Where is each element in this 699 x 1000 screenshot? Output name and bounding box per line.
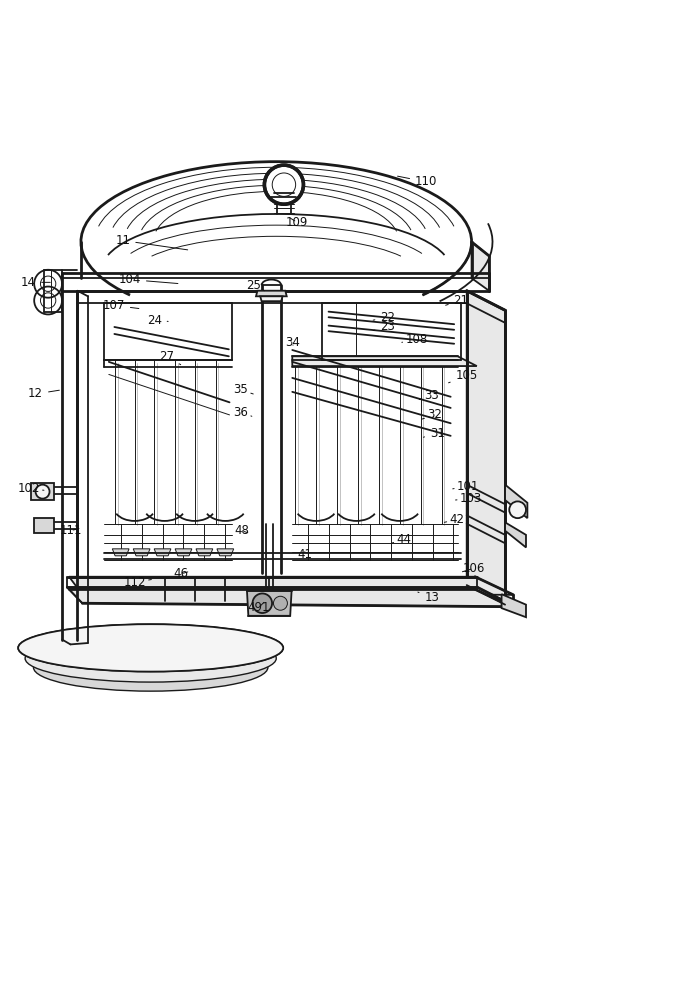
Text: 35: 35 [233,383,253,396]
Polygon shape [256,291,287,296]
Text: 27: 27 [159,350,180,365]
Text: 12: 12 [28,387,59,400]
Text: 31: 31 [424,427,445,440]
Text: 106: 106 [462,562,485,575]
Polygon shape [505,522,526,547]
Text: 22: 22 [373,311,396,324]
Ellipse shape [25,635,276,682]
Text: 107: 107 [103,299,139,312]
Polygon shape [502,594,526,617]
Text: 13: 13 [418,591,439,604]
Ellipse shape [18,624,283,672]
Text: 32: 32 [422,408,442,421]
Polygon shape [69,577,514,595]
Polygon shape [154,549,171,556]
Polygon shape [134,549,150,556]
Ellipse shape [34,644,268,691]
Text: 48: 48 [234,524,249,537]
Circle shape [36,485,50,499]
Circle shape [510,501,526,518]
Polygon shape [175,549,192,556]
Polygon shape [292,356,477,366]
Text: 111: 111 [59,524,82,537]
Ellipse shape [18,624,283,672]
Text: 34: 34 [285,336,300,349]
Polygon shape [34,518,54,533]
Polygon shape [196,549,212,556]
Circle shape [252,593,272,613]
Polygon shape [472,242,489,291]
Text: 36: 36 [233,406,252,419]
Polygon shape [260,296,282,301]
Text: 14: 14 [21,276,50,289]
Text: 101: 101 [453,480,480,493]
Text: 112: 112 [124,576,152,589]
Text: 11: 11 [115,234,188,250]
Text: 108: 108 [402,333,428,346]
Polygon shape [247,591,291,616]
Text: 103: 103 [456,492,482,505]
Circle shape [273,596,287,610]
Text: 104: 104 [119,273,178,286]
Text: 33: 33 [419,389,439,402]
Polygon shape [113,549,129,556]
Text: 102: 102 [17,482,44,495]
Polygon shape [217,549,233,556]
Polygon shape [271,193,296,197]
Text: 109: 109 [286,216,308,229]
Circle shape [266,166,303,203]
Text: 105: 105 [449,369,478,383]
Text: 44: 44 [391,533,412,546]
Text: 46: 46 [173,567,188,580]
Polygon shape [467,291,505,596]
Polygon shape [31,483,54,500]
Text: 110: 110 [398,175,438,188]
Text: 23: 23 [373,320,396,333]
Polygon shape [67,587,516,607]
Text: 25: 25 [246,279,264,292]
Text: 21: 21 [446,294,468,307]
Polygon shape [505,485,527,518]
Text: 24: 24 [147,314,168,327]
Text: 41: 41 [297,548,312,561]
Text: 42: 42 [445,513,464,526]
Text: 491: 491 [247,601,270,614]
